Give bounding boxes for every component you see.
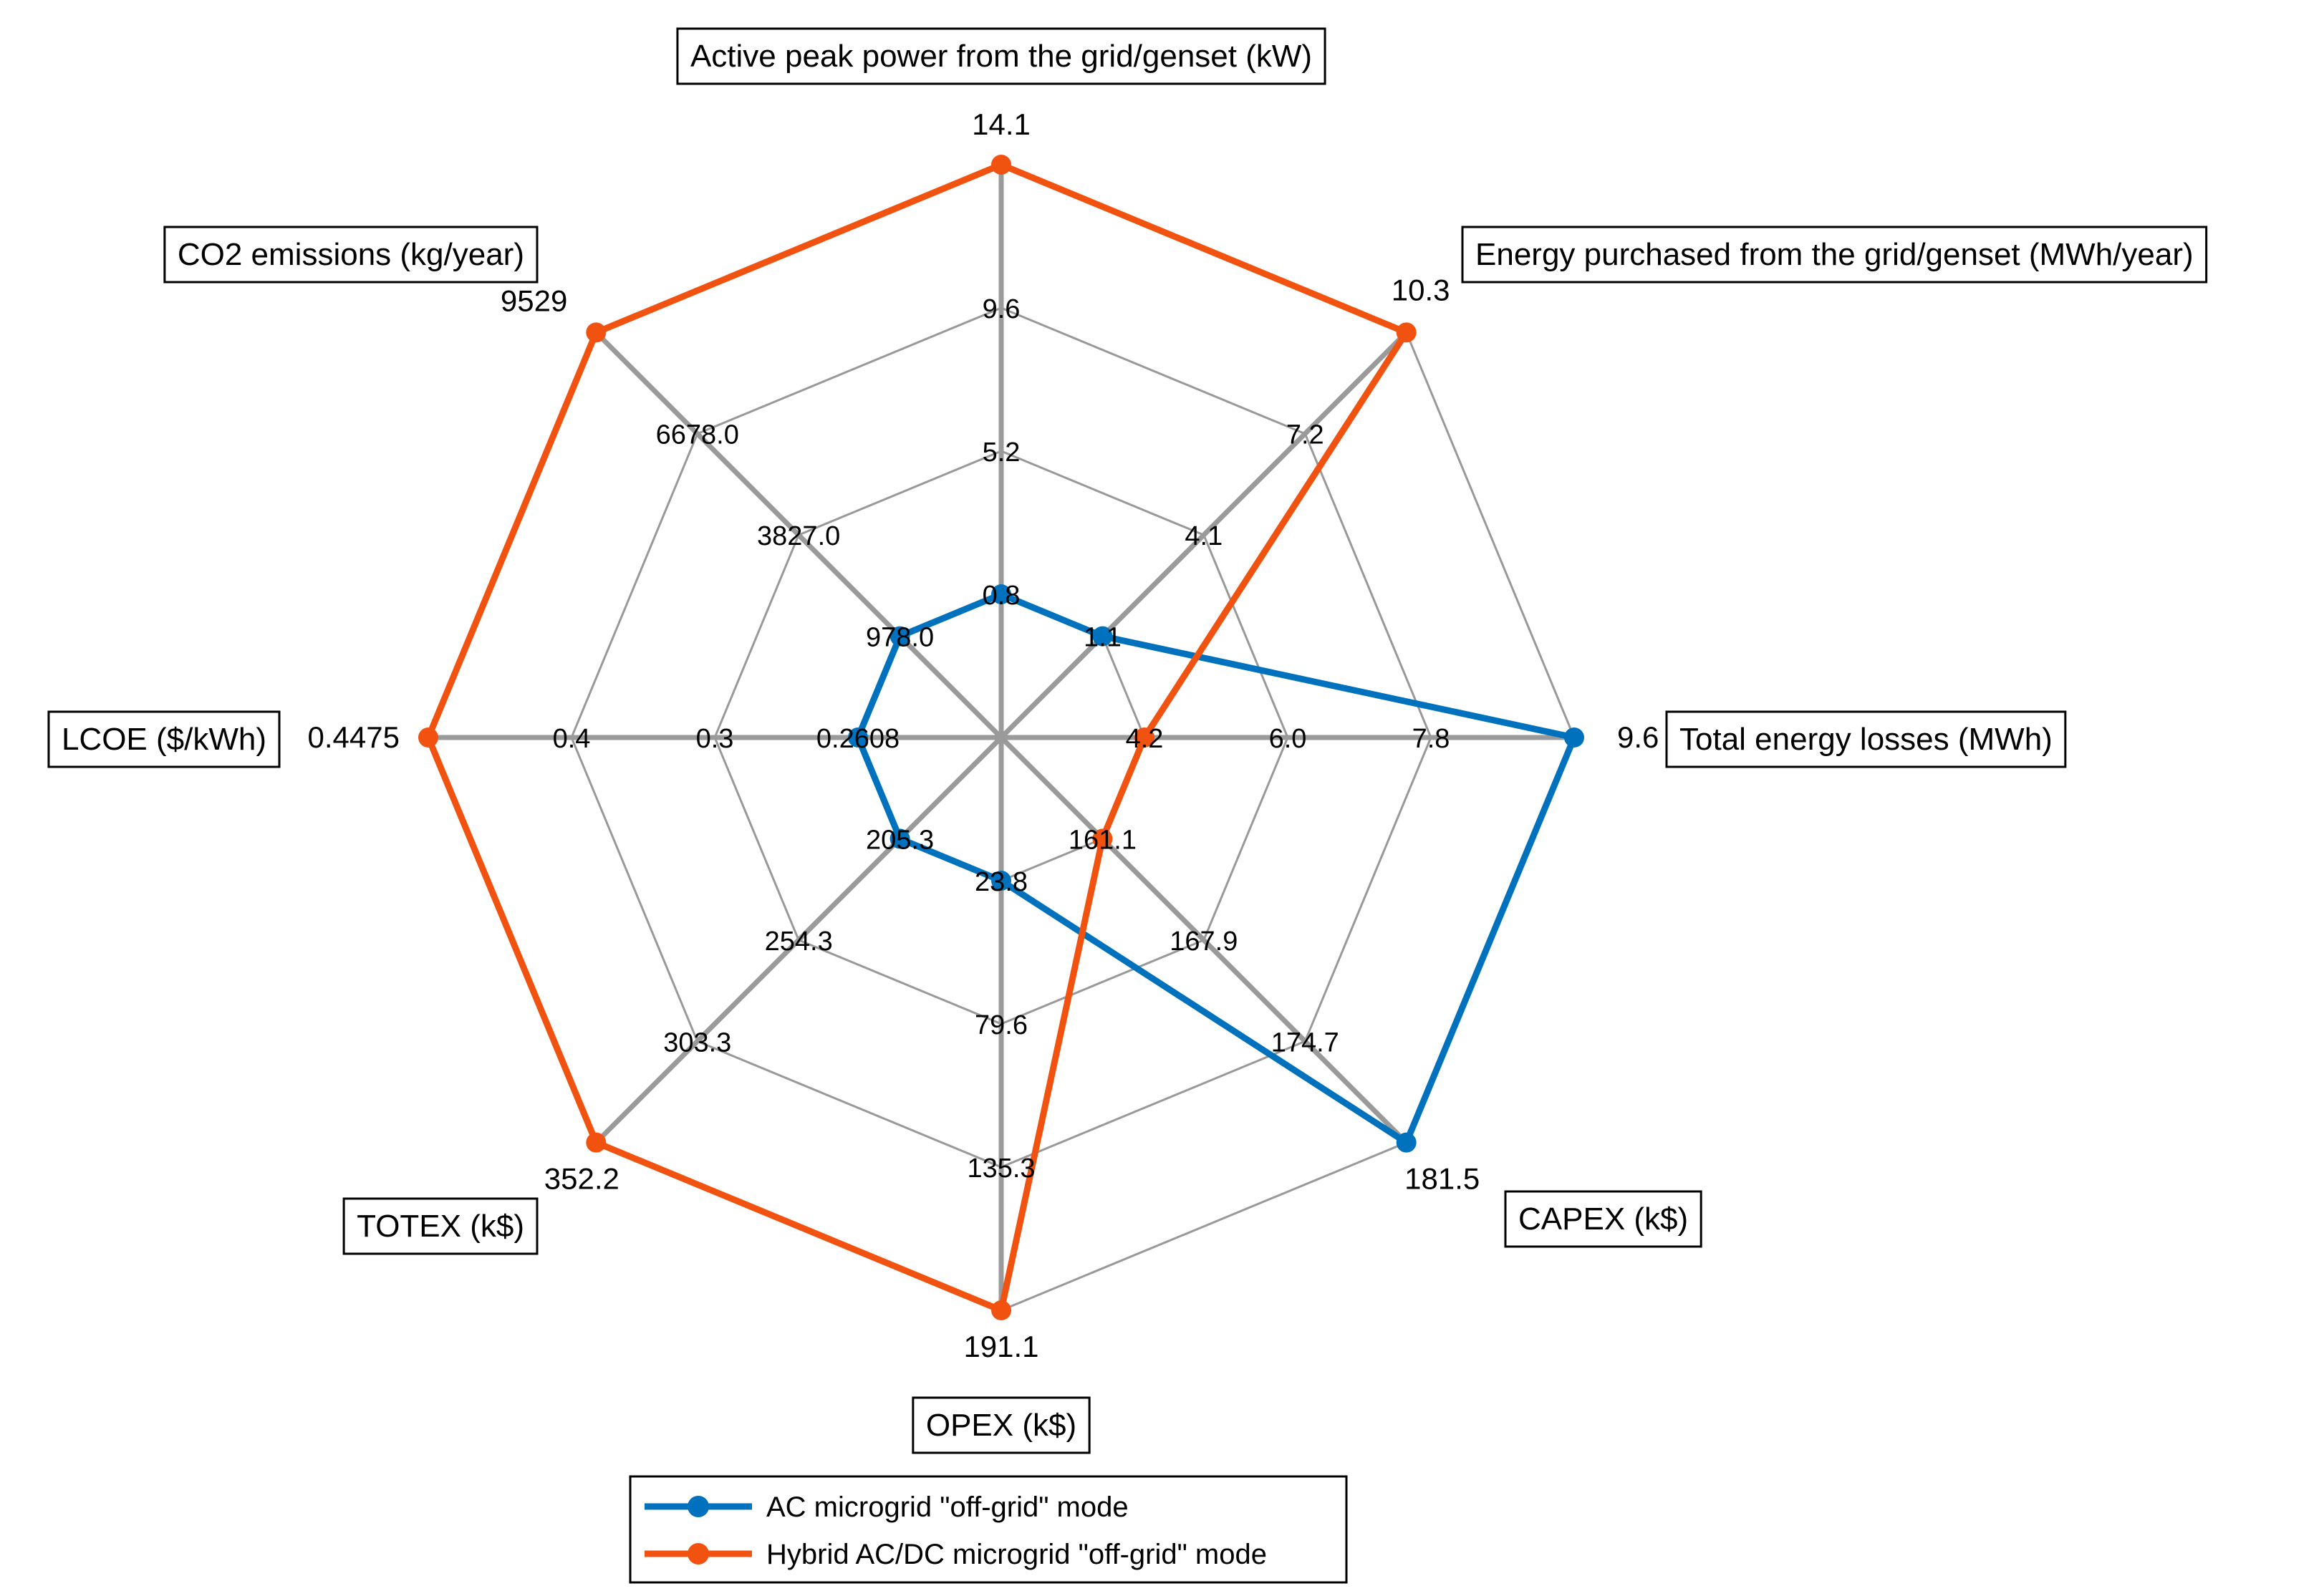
tick-label: 254.3 <box>765 927 833 957</box>
data-point <box>1396 1132 1417 1153</box>
data-point <box>586 322 607 343</box>
axis-title-box <box>47 710 281 768</box>
axis-spoke <box>999 735 1409 1145</box>
tick-label: 978.0 <box>866 623 934 653</box>
axis-title-text: CAPEX (k$) <box>1518 1201 1688 1237</box>
series-layer <box>418 155 1584 1320</box>
data-point <box>1396 322 1417 343</box>
axis-max-label: 191.1 <box>963 1330 1038 1363</box>
legend-entry: Hybrid AC/DC microgrid "off-grid" mode <box>766 1539 1267 1570</box>
axis-title: TOTEX (k$) <box>342 1197 539 1255</box>
axis-title-box <box>1504 1190 1702 1248</box>
data-point <box>889 626 910 647</box>
axis-title: LCOE ($/kWh) <box>47 710 281 768</box>
tick-label: 167.9 <box>1170 927 1238 957</box>
tick-label: 4.1 <box>1185 521 1223 551</box>
axis-max-label: 10.3 <box>1392 273 1450 306</box>
axis-title-box <box>676 27 1326 85</box>
tick-layer: 0.8 5.2 9.6 1.1 4.1 7.2 4.2 6.0 7.8 161.1 167.9 174… <box>553 294 1450 1184</box>
data-point <box>418 727 438 748</box>
tick-label: 0.3 <box>696 724 734 754</box>
axis-title-box <box>163 226 539 284</box>
data-point <box>1134 727 1154 748</box>
axis-max-label: 9.6 <box>1617 720 1659 754</box>
legend-swatch-marker <box>688 1543 709 1565</box>
tick-label: 6.0 <box>1269 724 1307 754</box>
tick-label: 174.7 <box>1271 1027 1339 1058</box>
axis-title-text: CO2 emissions (kg/year) <box>178 237 524 272</box>
tick-label: 135.3 <box>967 1154 1035 1184</box>
data-point <box>1092 828 1113 849</box>
tick-label: 9.6 <box>983 294 1021 324</box>
axis-title: OPEX (k$) <box>912 1396 1091 1454</box>
axis-max-label: 14.1 <box>972 107 1031 141</box>
data-point <box>1092 626 1113 647</box>
tick-label: 0.2608 <box>816 724 900 754</box>
axis-title-text: Energy purchased from the grid/genset (M… <box>1475 237 2194 272</box>
data-point <box>991 584 1011 604</box>
axis-title: CAPEX (k$) <box>1504 1190 1702 1248</box>
axis-max-label: 352.2 <box>544 1162 619 1196</box>
tick-label: 205.3 <box>866 825 934 855</box>
tick-label: 23.8 <box>975 867 1028 897</box>
axis-spoke <box>594 735 1003 1145</box>
tick-label: 303.3 <box>663 1027 731 1058</box>
data-point <box>991 1300 1011 1320</box>
axis-title: CO2 emissions (kg/year) <box>163 226 539 284</box>
tick-label: 1.1 <box>1084 623 1122 653</box>
axis-title-box <box>342 1197 539 1255</box>
axis-spoke <box>999 330 1409 740</box>
legend-box <box>629 1475 1348 1584</box>
tick-label: 0.8 <box>983 581 1021 611</box>
axis-title: Energy purchased from the grid/genset (M… <box>1461 226 2208 284</box>
data-point <box>848 727 868 748</box>
tick-label: 79.6 <box>975 1010 1028 1040</box>
data-point <box>1564 727 1584 748</box>
axis-max-label: 181.5 <box>1404 1162 1480 1196</box>
tick-label: 4.2 <box>1126 724 1164 754</box>
axis-title-box <box>912 1396 1091 1454</box>
axis-title-box <box>1665 710 2067 768</box>
axis-title-text: Active peak power from the grid/genset (… <box>690 39 1312 74</box>
tick-label: 7.8 <box>1412 724 1450 754</box>
axis-title-text: Total energy losses (MWh) <box>1679 722 2053 757</box>
tick-label: 3827.0 <box>757 521 840 551</box>
series-line <box>854 591 1579 1148</box>
axis-spoke <box>594 330 1003 740</box>
data-point <box>991 871 1011 891</box>
axis-title-text: TOTEX (k$) <box>357 1209 524 1244</box>
tick-label: 0.4 <box>553 724 591 754</box>
axis-title: Active peak power from the grid/genset (… <box>676 27 1326 85</box>
tick-label: 5.2 <box>983 437 1021 468</box>
tick-label: 161.1 <box>1069 825 1137 855</box>
axis-title: Total energy losses (MWh) <box>1665 710 2067 768</box>
axis-title-text: OPEX (k$) <box>926 1408 1076 1443</box>
tick-label: 6678.0 <box>656 420 739 450</box>
axis-max-label: 9529 <box>501 284 567 317</box>
axis-title-text: LCOE ($/kWh) <box>62 722 266 757</box>
data-point <box>586 1132 607 1153</box>
axis-title-box <box>1461 226 2208 284</box>
data-point <box>991 155 1011 175</box>
axis-max-label: 0.4475 <box>308 720 400 754</box>
legend-swatch-marker <box>688 1496 709 1517</box>
tick-label: 7.2 <box>1286 420 1324 450</box>
grid-layer <box>427 163 1576 1312</box>
data-point <box>889 828 910 849</box>
legend: AC microgrid "off-grid" mode Hybrid AC/DC… <box>629 1475 1348 1584</box>
label-layer: 14.1 Active peak power from the grid/gens… <box>47 27 2208 1454</box>
legend-entry: AC microgrid "off-grid" mode <box>766 1491 1129 1523</box>
